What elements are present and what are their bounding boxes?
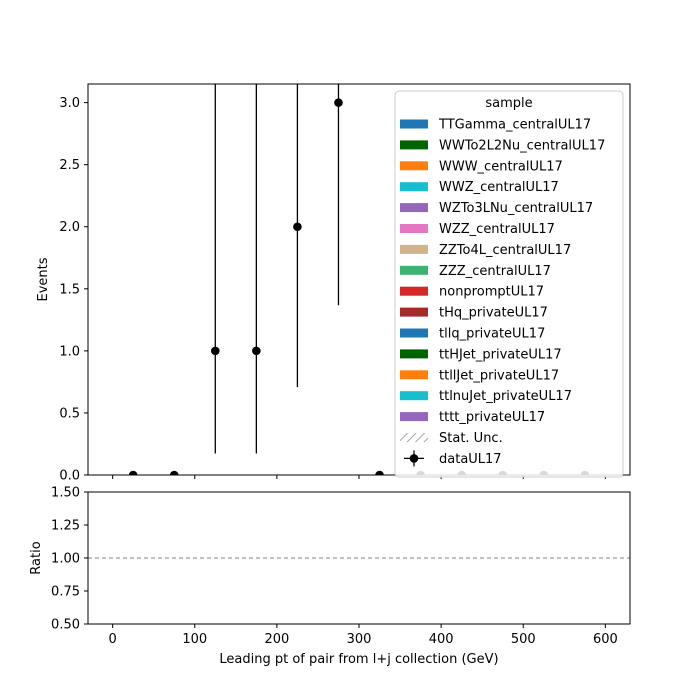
legend-title: sample <box>485 96 532 111</box>
ratio-x-tick-label: 0 <box>108 632 116 647</box>
legend-label: WZTo3LNu_centralUL17 <box>439 201 593 216</box>
legend-label: WZZ_centralUL17 <box>439 222 555 237</box>
legend-entry: Stat. Unc. <box>400 431 503 446</box>
legend-swatch <box>400 203 428 213</box>
data-point <box>128 470 138 475</box>
x-axis-label: Leading pt of pair from l+j collection (… <box>219 652 498 667</box>
legend-label: tllq_privateUL17 <box>439 327 545 342</box>
legend-swatch <box>400 224 428 233</box>
legend-entry: tttt_privateUL17 <box>400 410 545 425</box>
ratio-y-tick-label: 0.75 <box>51 585 80 600</box>
data-point <box>210 346 220 356</box>
legend-entry: WZTo3LNu_centralUL17 <box>400 201 593 216</box>
legend-label: TTGamma_centralUL17 <box>438 118 591 133</box>
legend-entry: dataUL17 <box>404 450 502 467</box>
main-x-ticks <box>112 475 606 479</box>
legend-entry: ttllJet_privateUL17 <box>400 368 559 383</box>
legend-label: Stat. Unc. <box>439 431 503 446</box>
main-y-tick-label: 0.0 <box>59 469 80 484</box>
ratio-x-tick-label: 100 <box>182 632 207 647</box>
legend-swatch <box>400 412 428 422</box>
legend-label: ttllJet_privateUL17 <box>439 368 559 383</box>
main-y-tick-label: 0.5 <box>59 406 80 421</box>
legend-entry: WWZ_centralUL17 <box>400 180 559 195</box>
legend-swatch <box>400 119 428 129</box>
legend-hatch-swatch <box>400 433 428 442</box>
legend-entry: WZZ_centralUL17 <box>400 222 555 237</box>
legend-label: tttt_privateUL17 <box>439 410 545 425</box>
data-point <box>252 346 261 356</box>
ratio-y-ticks: 0.50 0.75 1.00 1.25 1.50 <box>51 486 88 633</box>
main-y-axis-label: Events <box>36 257 51 301</box>
legend-entry: ttHJet_privateUL17 <box>400 347 562 362</box>
legend-marker <box>409 454 419 463</box>
main-y-tick-label: 3.0 <box>59 96 80 111</box>
ratio-y-tick-label: 1.25 <box>51 519 80 534</box>
legend-label: nonpromptUL17 <box>439 285 544 300</box>
data-point <box>334 98 343 107</box>
main-y-tick-label: 2.0 <box>59 220 80 235</box>
main-axes-frame <box>87 83 631 476</box>
legend-label: tHq_privateUL17 <box>439 306 548 321</box>
legend-label: ttlnuJet_privateUL17 <box>439 389 572 404</box>
legend-label: ZZTo4L_centralUL17 <box>439 243 571 258</box>
ratio-y-axis-label: Ratio <box>29 541 44 574</box>
legend: sample TTGamma_centralUL17 WWTo2L2Nu_cent… <box>394 90 624 478</box>
legend-swatch <box>400 391 428 401</box>
ratio-x-tick-label: 400 <box>429 632 454 647</box>
ratio-x-tick-label: 200 <box>264 632 289 647</box>
ratio-x-tick-label: 500 <box>511 632 536 647</box>
legend-swatch <box>400 161 428 171</box>
main-y-tick-label: 1.0 <box>59 344 80 359</box>
legend-swatch <box>400 265 428 275</box>
legend-entry: tllq_privateUL17 <box>400 327 545 342</box>
legend-entry: tHq_privateUL17 <box>400 306 548 321</box>
legend-entry: ttlnuJet_privateUL17 <box>400 389 572 404</box>
legend-swatch <box>400 328 428 338</box>
legend-label: dataUL17 <box>439 452 502 467</box>
main-y-ticks: 0.0 0.5 1.0 1.5 2.0 2.5 3.0 <box>59 96 88 484</box>
legend-swatch <box>400 349 428 359</box>
main-y-tick-label: 2.5 <box>59 158 80 173</box>
legend-entry: ZZTo4L_centralUL17 <box>400 243 571 258</box>
data-point <box>375 470 384 475</box>
legend-entry: ZZZ_centralUL17 <box>400 264 551 279</box>
legend-label: ttHJet_privateUL17 <box>439 347 562 362</box>
legend-label: ZZZ_centralUL17 <box>439 264 551 279</box>
ratio-panel: 0.50 0.75 1.00 1.25 1.50 0 100 200 300 400 500 600… <box>29 486 631 667</box>
ratio-axes-frame <box>87 491 631 625</box>
legend-label: WWTo2L2Nu_centralUL17 <box>439 138 605 153</box>
legend-entry: WWTo2L2Nu_centralUL17 <box>400 138 605 153</box>
legend-swatch <box>400 286 428 296</box>
legend-entry: TTGamma_centralUL17 <box>400 118 591 133</box>
legend-swatch <box>400 370 428 380</box>
data-point <box>169 470 179 475</box>
legend-entry: WWW_centralUL17 <box>400 159 563 174</box>
legend-swatch <box>400 244 428 254</box>
legend-label: WWW_centralUL17 <box>439 159 563 174</box>
legend-swatch <box>400 182 428 192</box>
legend-swatch <box>400 307 428 317</box>
legend-frame <box>394 90 624 478</box>
ratio-y-tick-label: 1.50 <box>51 486 80 501</box>
legend-label: WWZ_centralUL17 <box>439 180 559 195</box>
data-point <box>293 222 302 232</box>
ratio-y-tick-label: 0.50 <box>51 618 80 633</box>
ratio-x-tick-label: 300 <box>347 632 372 647</box>
ratio-y-tick-label: 1.00 <box>51 552 80 567</box>
ratio-x-ticks: 0 100 200 300 400 500 600 <box>108 624 618 647</box>
legend-entries: TTGamma_centralUL17 WWTo2L2Nu_centralUL17… <box>400 118 605 467</box>
legend-swatch <box>400 140 428 150</box>
ratio-x-tick-label: 600 <box>593 632 618 647</box>
main-y-tick-label: 1.5 <box>59 282 80 297</box>
legend-entry: nonpromptUL17 <box>400 285 544 300</box>
